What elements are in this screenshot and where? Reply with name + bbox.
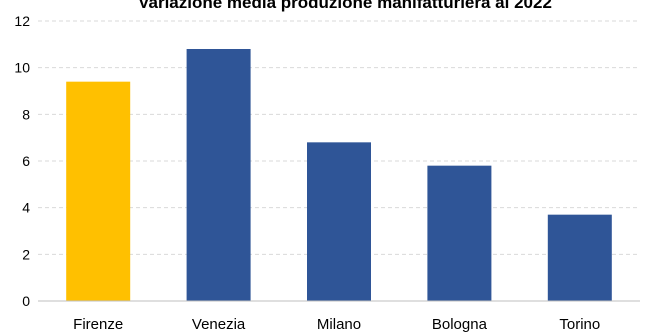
x-label-firenze: Firenze	[73, 316, 123, 333]
x-label-bologna: Bologna	[432, 316, 488, 333]
bar-milano	[307, 142, 371, 301]
x-label-torino: Torino	[559, 316, 600, 333]
y-tick-label-0: 0	[22, 293, 30, 309]
y-tick-label-4: 4	[22, 200, 30, 216]
bar-torino	[547, 214, 612, 301]
y-tick-label-12: 12	[14, 13, 30, 29]
y-tick-label-8: 8	[22, 106, 30, 122]
chart-title: Variazione media produzione manifatturie…	[138, 0, 552, 12]
x-label-venezia: Venezia	[192, 316, 246, 333]
bar-bologna	[427, 165, 492, 301]
bars	[66, 49, 612, 302]
bar-venezia	[186, 49, 251, 301]
bar-firenze	[66, 81, 131, 302]
y-tick-label-6: 6	[22, 153, 30, 169]
y-tick-label-2: 2	[22, 246, 30, 262]
y-tick-label-10: 10	[14, 60, 30, 76]
x-axis-labels: Firenze Venezia Milano Bologna Torino	[73, 316, 600, 333]
y-axis-ticks: 0 2 4 6 8 10 12	[14, 13, 30, 309]
x-label-milano: Milano	[317, 316, 361, 333]
